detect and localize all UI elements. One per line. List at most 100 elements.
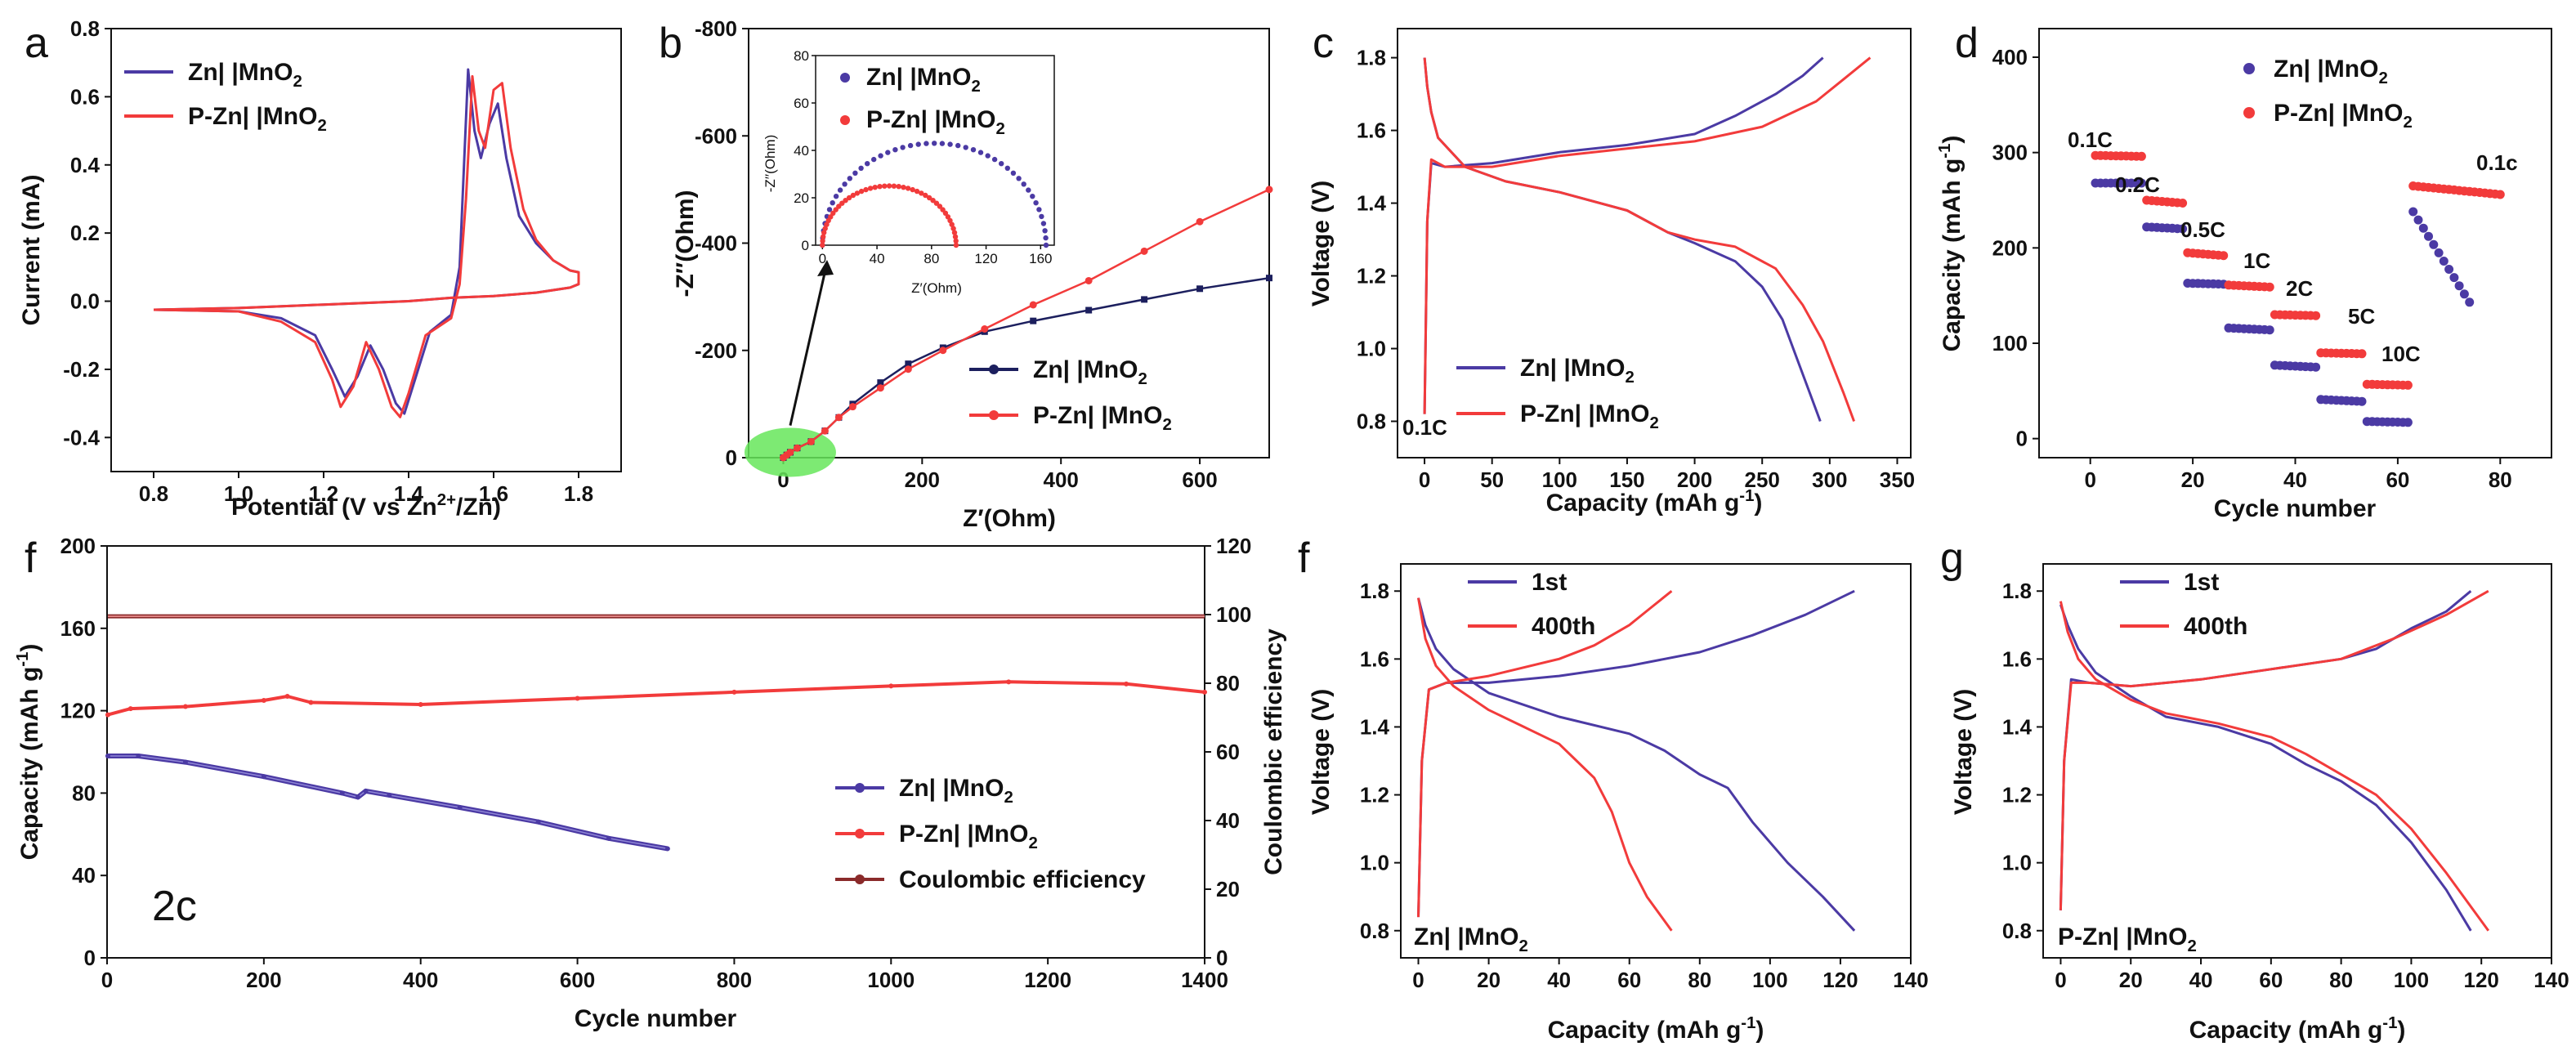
right-y-tick-label: 60 (1216, 740, 1240, 764)
inset-legend-zn-mno2: Zn| |MnO2 (866, 64, 981, 96)
data-point-zn-mno2 (606, 835, 611, 841)
inset-legend-zn-mno2-sub: 2 (971, 78, 980, 96)
data-point-p-zn-mno2 (182, 704, 188, 709)
inset-point-zn-mno2 (1043, 242, 1049, 248)
data-point-zn-mno2 (2434, 248, 2444, 257)
data-point-zn-mno2 (2465, 297, 2475, 307)
inset-x-tick-label: 0 (819, 251, 826, 266)
panel-label: b (659, 20, 682, 67)
y-axis-title: -Z′′(Ohm) (672, 190, 699, 297)
legend-p-zn-mno2-label-main: P-Zn| |MnO (188, 103, 317, 130)
plot-frame-a (110, 28, 622, 472)
inset-point-p-zn-mno2 (846, 195, 852, 201)
legend-zn-mno2-label-main: Zn| |MnO (1033, 356, 1138, 383)
inset-point-p-zn-mno2 (820, 238, 825, 244)
x-tick-label: 300 (1812, 467, 1847, 492)
series-line-1st (1417, 597, 1856, 932)
cell-annotation: P-Zn| |MnO2 (2058, 924, 2197, 955)
inset-point-zn-mno2 (999, 161, 1004, 167)
inset-point-p-zn-mno2 (877, 184, 883, 190)
data-point-zn-mno2 (1266, 275, 1272, 282)
data-point-p-zn-mno2 (1006, 679, 1012, 685)
x-tick-label: 350 (1880, 467, 1915, 492)
x-tick-label: 20 (2181, 467, 2205, 492)
x-tick-label: 100 (1752, 968, 1787, 992)
legend-p-zn-mno2-label: P-Zn| |MnO2 (899, 821, 1038, 852)
legend-zn-mno2-marker (855, 783, 865, 793)
right-y-tick-label: 100 (1216, 602, 1251, 627)
inset-point-zn-mno2 (1040, 221, 1047, 226)
data-point-p-zn-mno2 (1202, 689, 1207, 695)
inset-point-p-zn-mno2 (820, 242, 825, 248)
plot-frame-g (2042, 563, 2552, 959)
x-tick-label: 1.8 (564, 481, 593, 506)
x-tick-label: 400 (403, 968, 438, 992)
y-tick-label: 200 (1992, 235, 2028, 260)
x-axis-title-sup: -1 (1739, 487, 1754, 505)
x-tick-label: 200 (246, 968, 281, 992)
y-tick-label: 0.4 (70, 153, 101, 177)
y-tick-label: -200 (695, 338, 737, 363)
data-point-zn-mno2 (2439, 257, 2449, 266)
data-point-zn-mno2 (182, 759, 188, 765)
inset-point-zn-mno2 (970, 147, 977, 153)
inset-point-p-zn-mno2 (839, 200, 845, 206)
y-tick-label: 300 (1992, 141, 2028, 165)
legend-zn-mno2-label-sub: 2 (1625, 369, 1634, 387)
inset-point-p-zn-mno2 (882, 183, 888, 189)
x-tick-label: 0 (1412, 968, 1424, 992)
data-point-p-zn-mno2 (731, 689, 737, 695)
inset-y-tick-label: 20 (794, 190, 809, 206)
inset-point-p-zn-mno2 (947, 217, 953, 224)
data-point-p-zn-mno2 (127, 706, 133, 712)
legend-p-zn-mno2-label: P-Zn| |MnO2 (188, 103, 327, 135)
right-y-tick-label: 80 (1216, 671, 1240, 695)
data-point-zn-mno2 (2459, 289, 2469, 299)
y-tick-label: 0 (726, 445, 737, 470)
inset-point-zn-mno2 (977, 150, 984, 155)
inset-x-tick-label: 40 (870, 251, 885, 266)
inset-point-p-zn-mno2 (896, 184, 901, 190)
data-point-p-zn-mno2 (2178, 199, 2188, 208)
inset-point-zn-mno2 (837, 187, 843, 193)
right-y-tick-label: 120 (1216, 534, 1251, 558)
y-axis-title: Voltage (V) (1308, 181, 1335, 306)
x-tick-label: 0 (2055, 968, 2066, 992)
y-tick-label: 1.2 (1357, 264, 1386, 288)
x-axis-title-sup: -1 (1741, 1014, 1755, 1032)
x-axis-title-sup: 2+ (437, 491, 456, 509)
data-point-zn-mno2 (2429, 239, 2439, 249)
x-tick-label: 1.4 (394, 481, 424, 506)
inset-point-zn-mno2 (985, 153, 991, 159)
legend-p-zn-mno2: P-Zn| |MnO2 (2274, 100, 2413, 132)
inset-point-p-zn-mno2 (863, 186, 869, 193)
x-tick-label: 60 (2259, 968, 2283, 992)
x-axis-title: Cycle number (575, 1005, 737, 1032)
series-line-p-zn-mno2 (153, 74, 580, 418)
y-tick-label: -800 (695, 16, 737, 41)
data-point-p-zn-mno2 (1196, 217, 1204, 226)
inset-point-zn-mno2 (871, 156, 877, 163)
y-tick-label: 400 (1992, 45, 2028, 69)
inset-point-p-zn-mno2 (933, 200, 940, 206)
data-point-p-zn-mno2 (1140, 247, 1148, 255)
y-tick-label: 1.2 (2002, 783, 2032, 807)
data-point-p-zn-mno2 (1085, 276, 1093, 284)
legend-marker (2243, 107, 2255, 119)
data-point-p-zn-mno2 (1124, 681, 1129, 687)
inset-point-zn-mno2 (1039, 213, 1044, 220)
x-tick-label: 0 (101, 968, 113, 992)
legend-p-zn-mno2-label-main: P-Zn| |MnO (899, 821, 1028, 848)
y-tick-label: 0.0 (70, 289, 100, 314)
y-tick-label: 0 (2016, 427, 2028, 451)
y-tick-label: -400 (695, 231, 737, 256)
inset-x-tick-label: 160 (1029, 251, 1052, 266)
y-tick-label: 40 (72, 863, 96, 888)
inset-point-zn-mno2 (842, 181, 847, 187)
data-point-zn-mno2 (664, 846, 670, 852)
panel-f: 0 20 40 60 80 100 120 140 0.8 1.0 1.2 1.4 1.6 1.8 Capa… (1308, 563, 1929, 1044)
data-point-p-zn-mno2 (888, 683, 894, 689)
legend-zn-mno2-label-main: Zn| |MnO (899, 775, 1004, 802)
inset-point-zn-mno2 (852, 170, 858, 176)
y-tick-label: 1.0 (2002, 851, 2032, 875)
